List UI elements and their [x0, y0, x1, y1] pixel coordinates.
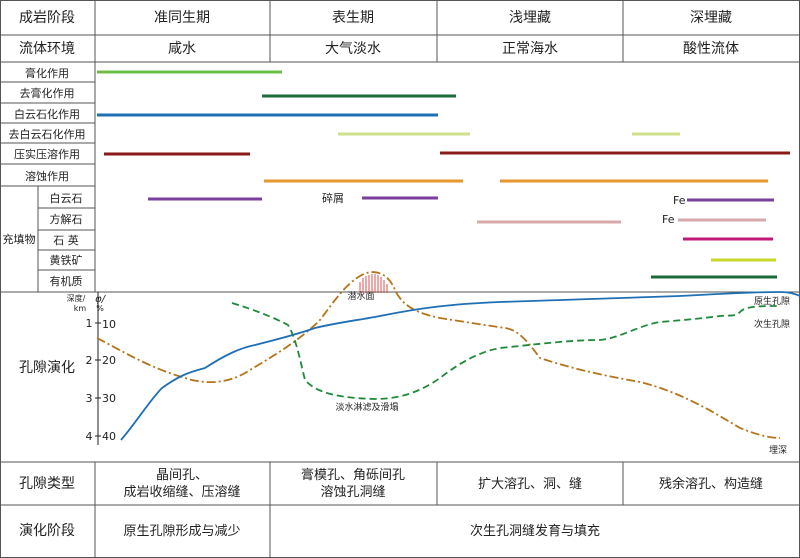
collapse-label: 淡水淋滤及滑塌 — [335, 401, 398, 413]
process-label-degypsification: 去膏化作用 — [20, 86, 75, 100]
pore-types-label: 孔隙类型 — [19, 476, 75, 492]
phi-tick-label-10: 10 — [102, 318, 116, 331]
pore-type-syngenetic-line2: 成岩收缩缝、压溶缝 — [123, 484, 240, 500]
pore-type-supergene-line2: 溶蚀孔洞缝 — [320, 485, 385, 500]
fluid-seawater: 正常海水 — [502, 41, 558, 57]
phi-symbol: φ/ — [95, 294, 107, 305]
depth-unit-label: 深度/ — [67, 293, 86, 303]
fill-label-pyrite: 黄铁矿 — [50, 253, 83, 267]
pore-type-supergene-line1: 膏模孔、角砾间孔 — [301, 467, 405, 483]
phi-tick-label-30: 30 — [102, 392, 116, 405]
porosity-title: 孔隙演化 — [19, 360, 75, 376]
fill-label-quartz: 石 英 — [53, 233, 79, 247]
pore-type-shallow: 扩大溶孔、洞、缝 — [478, 477, 582, 492]
fluid-acidic: 酸性流体 — [683, 41, 739, 57]
fill-bars — [148, 196, 777, 279]
evolution-stage-early: 原生孔隙形成与减少 — [123, 524, 240, 539]
depth-tick-label-4: 4 — [86, 430, 93, 443]
process-label-compaction: 压实压溶作用 — [14, 147, 80, 161]
fluid-saline: 咸水 — [168, 41, 196, 57]
phi-tick-label-40: 40 — [102, 430, 116, 443]
phi-unit: % — [96, 304, 104, 313]
depth-tick-label-3: 3 — [86, 392, 93, 405]
stage-supergene: 表生期 — [332, 10, 374, 26]
process-label-dissolution: 溶蚀作用 — [25, 169, 69, 183]
diving-surface-hatch — [359, 274, 388, 293]
primary-porosity-curve — [120, 291, 800, 441]
fill-label-organic: 有机质 — [50, 274, 83, 288]
fill-group-label: 充填物 — [3, 232, 36, 246]
fill-label-dolomite: 白云石 — [50, 191, 83, 205]
depth-tick-label-2: 2 — [86, 354, 93, 367]
depth-unit: km — [74, 304, 87, 313]
stage-deep-burial: 深埋藏 — [690, 10, 732, 26]
pore-type-syngenetic-line1: 晶间孔、 — [156, 468, 208, 483]
primary-porosity-label: 原生孔隙 — [754, 295, 790, 307]
fe-annotation-2: Fe — [662, 213, 675, 226]
stage-row-label: 成岩阶段 — [19, 10, 75, 26]
fill-label-calcite: 方解石 — [50, 212, 83, 226]
pore-type-deep: 残余溶孔、构造缝 — [659, 476, 763, 492]
fluid-meteoric: 大气淡水 — [325, 41, 381, 57]
evolution-stage-late: 次生孔洞缝发育与填充 — [470, 523, 600, 539]
evolution-stage-label: 演化阶段 — [19, 523, 75, 539]
fluid-row-label: 流体环境 — [19, 41, 75, 57]
stage-syngenetic: 准同生期 — [154, 10, 210, 26]
diving-surface-label: 潜水面 — [347, 290, 374, 302]
debris-annotation: 碎屑 — [322, 191, 344, 205]
process-label-gypsification: 膏化作用 — [25, 66, 69, 80]
phi-tick-label-20: 20 — [102, 354, 116, 367]
process-bars — [97, 70, 790, 183]
secondary-porosity-label: 次生孔隙 — [754, 318, 790, 330]
depth-tick-label-1: 1 — [86, 317, 93, 330]
stage-shallow-burial: 浅埋藏 — [509, 10, 551, 26]
burial-label: 埋深 — [769, 445, 787, 456]
fe-annotation-1: Fe — [673, 194, 686, 207]
secondary-porosity-curve — [231, 302, 781, 400]
process-label-dolomitization: 白云石化作用 — [14, 107, 80, 121]
process-label-dedolomitization: 去白云石化作用 — [9, 127, 86, 141]
